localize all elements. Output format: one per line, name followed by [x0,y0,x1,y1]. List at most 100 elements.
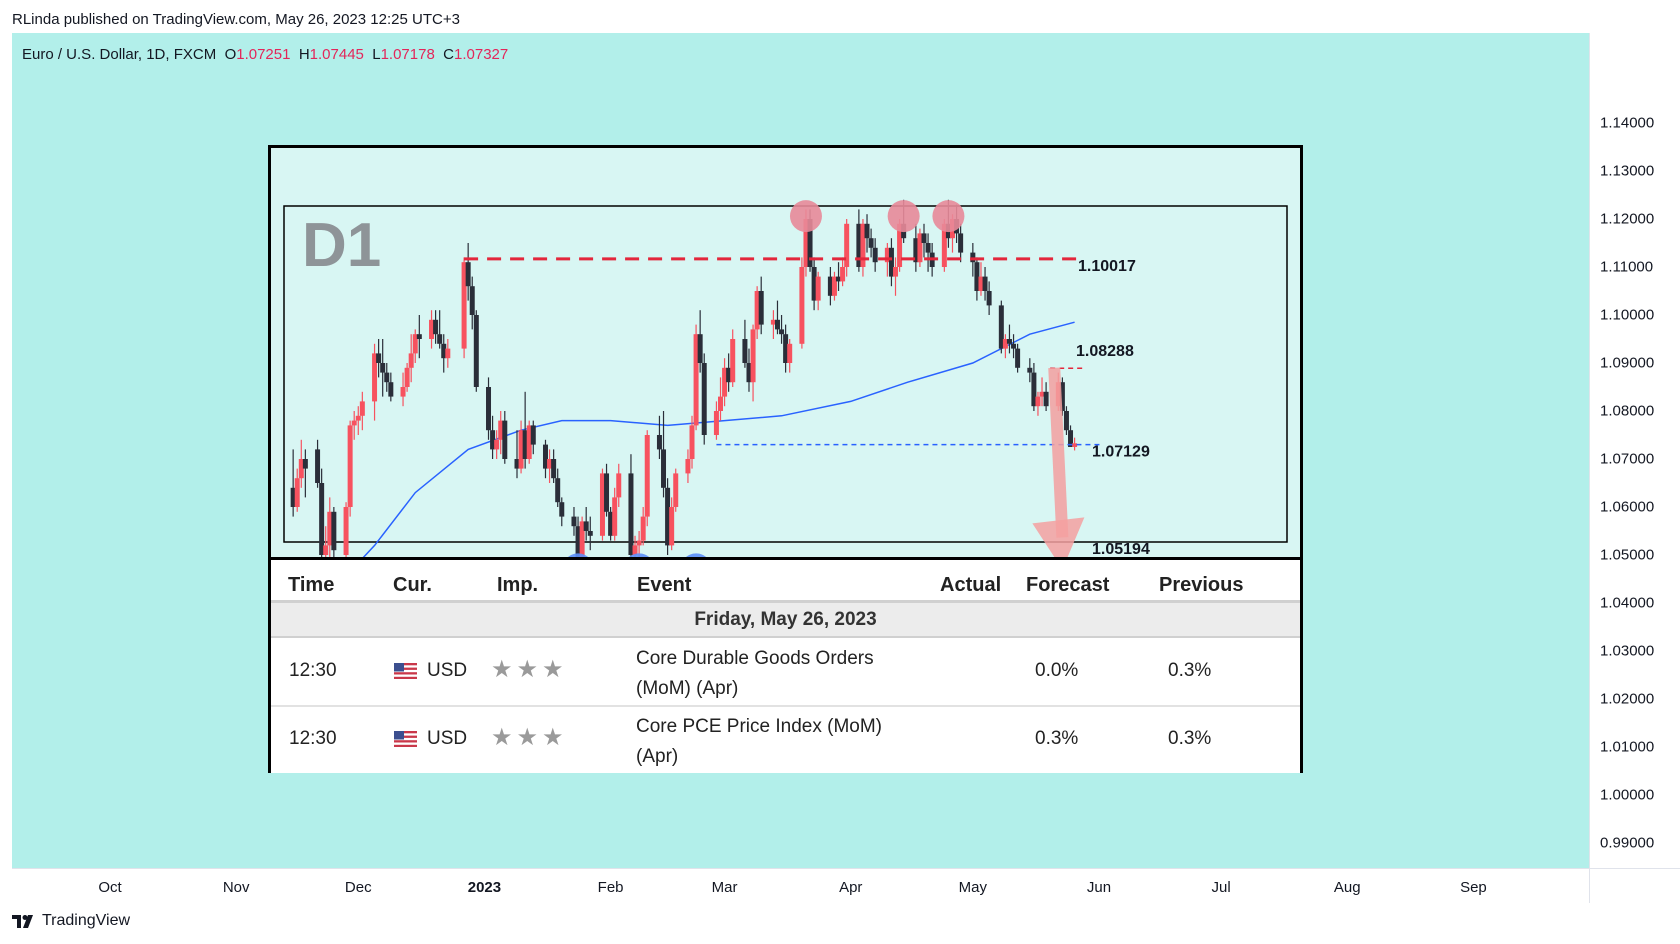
candle-body [1043,391,1049,407]
event-name: Core PCE Price Index (MoM) (Apr) [636,712,896,772]
candle [958,223,964,263]
candle-body [1059,382,1065,411]
time-tick-label: May [958,879,987,896]
tradingview-logo-icon [12,914,33,928]
open-value: 1.07251 [236,46,291,63]
candle-body [388,382,394,397]
candle-body [323,545,329,555]
economic-calendar: Time Cur. Imp. Event Actual Forecast Pre… [271,557,1300,773]
candle [925,233,931,272]
event-name-line1: Core Durable Goods Orders [636,648,874,669]
candle-body [412,334,418,354]
header-divider [271,600,1300,603]
candle-body [526,425,532,459]
candle [343,502,349,557]
footer-brand[interactable]: TradingView [12,912,130,930]
candle [542,439,548,479]
col-currency: Cur. [393,574,432,596]
candle [815,271,821,311]
price-tick-label: 1.13000 [1600,162,1655,180]
candle-body [547,459,553,469]
price-tick-label: 1.11000 [1600,258,1654,276]
candle [604,463,610,517]
candle [461,257,467,359]
price-tick-label: 1.12000 [1600,210,1655,228]
candle-body [779,329,785,335]
candle [844,219,850,277]
candle-body [490,430,496,450]
candle [445,339,451,368]
candle [473,310,479,392]
candle-body [986,291,992,306]
candle-body [551,459,557,479]
candle [559,497,565,527]
time-tick-label: Aug [1333,879,1361,896]
time-axis[interactable]: Oct Nov Dec 2023 Feb Mar Apr May Jun Jul Aug Sep [12,868,1589,903]
candle-body [327,511,333,546]
candle [571,507,577,536]
candle [628,454,634,557]
candle [522,391,528,469]
candle-body [498,420,504,440]
time-tick-label: Oct [98,879,122,896]
candle [1031,363,1037,411]
candle [726,353,732,392]
candle [799,257,805,349]
levels-layer: 1.10017 1.08288 1.07129 1.05194 [464,257,1150,557]
calendar-date: Friday, May 26, 2023 [694,609,877,630]
candle [669,497,675,551]
table-row[interactable]: 12:30 USD ★★★ Core Durable Goods Orders (… [271,638,1300,707]
candle [347,420,353,517]
candle-body [978,276,984,291]
candle-body [665,487,671,546]
candle-body [542,444,548,469]
candle-body [836,276,842,282]
candle-body [1015,348,1021,368]
candle-body [941,223,947,267]
candle-body [807,219,813,267]
candle-body [437,334,443,344]
candle-body [856,223,862,267]
candle [494,430,500,459]
candle [774,300,780,335]
high-value: 1.07445 [309,46,364,63]
top-marker [887,200,920,233]
price-axis[interactable]: 1.14000 1.13000 1.12000 1.11000 1.10000 1.090… [1589,33,1680,900]
event-time: 12:30 [289,728,337,749]
candle [465,243,471,301]
candle [913,223,919,272]
candle [323,526,329,557]
event-previous: 0.3% [1168,728,1212,749]
price-tick-label: 1.09000 [1600,354,1655,372]
candle [1063,406,1069,435]
candle [376,339,382,378]
col-actual: Actual [940,574,1002,596]
candlestick-plot[interactable]: D1 1.10017 1.08288 1.07129 1.05194 [268,145,1303,557]
candle [1002,334,1008,359]
candle-body [998,305,1004,349]
candle-body [640,516,646,541]
candle [404,363,410,392]
candle [1006,324,1012,354]
candle-body [1031,372,1037,407]
time-tick-label: Jun [1086,879,1112,896]
candle [811,257,817,311]
candle [827,267,833,306]
time-tick-label: Dec [344,879,372,896]
publish-header: RLinda published on TradingView.com, May… [12,11,460,28]
time-tick-label: Apr [839,879,863,896]
candle [685,449,691,483]
markers-layer [567,200,965,557]
candle-body [888,247,894,277]
candle [327,497,333,557]
candle-body [380,363,386,373]
candle-body [827,276,833,296]
candle [750,324,756,402]
col-forecast: Forecast [1026,574,1110,596]
table-row[interactable]: 12:30 USD ★★★ Core PCE Price Index (MoM)… [271,707,1300,774]
candle-body [1035,396,1041,407]
candle-body [844,223,850,267]
candle [616,463,622,507]
candle-body [750,329,756,383]
candle-body [465,262,471,287]
